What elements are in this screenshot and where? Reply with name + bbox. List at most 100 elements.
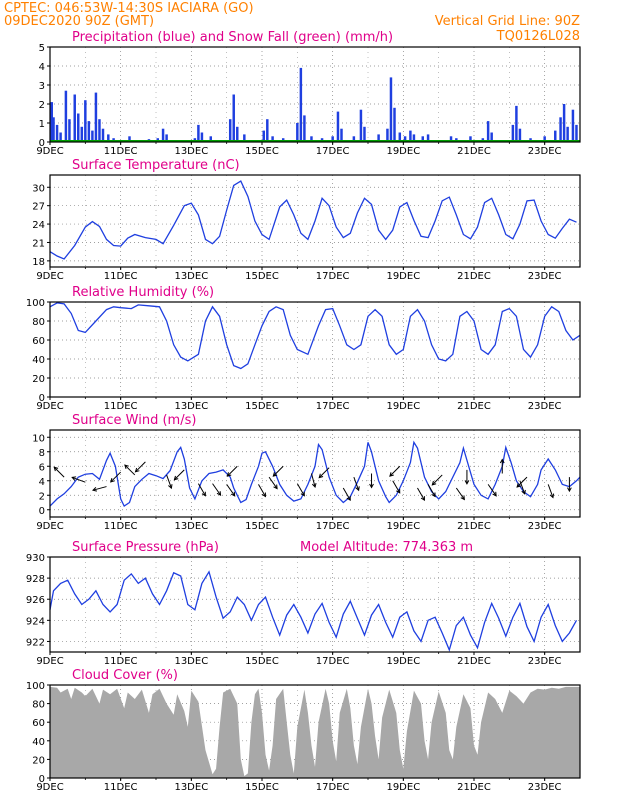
precip-bar	[409, 130, 412, 142]
x-tick-label: 9DEC	[36, 656, 63, 667]
wind-arrow-head	[549, 493, 555, 499]
rh-line	[49, 302, 581, 370]
wind-line	[49, 440, 581, 508]
x-tick-label: 21DEC	[457, 656, 491, 667]
x-tick-label: 9DEC	[36, 271, 63, 282]
wind-arrow-head	[396, 488, 401, 494]
panel-title: Precipitation (blue) and Snow Fall (gree…	[72, 30, 393, 45]
panel-wind	[47, 429, 581, 520]
precip-bar	[340, 128, 343, 142]
precip-bar	[449, 136, 453, 142]
x-tick-label: 19DEC	[386, 401, 420, 412]
x-tick-label: 13DEC	[174, 656, 208, 667]
wind-arrow	[53, 466, 65, 478]
precip-bar	[296, 123, 299, 142]
wind-arrow	[353, 476, 360, 491]
precip-bar	[398, 132, 402, 142]
x-tick-label: 11DEC	[104, 401, 138, 412]
y-tick-label: 24	[32, 220, 45, 231]
precip-bar	[77, 113, 80, 142]
wind-arrow-head	[173, 475, 179, 481]
precip-bar	[84, 100, 87, 142]
y-tick-label: 21	[32, 238, 45, 249]
y-tick-label: 40	[32, 737, 45, 748]
wind-arrow	[258, 484, 266, 497]
precip-bar	[377, 134, 380, 142]
wind-arrow-head	[318, 473, 324, 479]
wind-arrow-head	[300, 491, 305, 497]
x-tick-label: 17DEC	[316, 271, 350, 282]
precip-bar	[412, 134, 416, 142]
precip-bar	[486, 121, 490, 142]
wind-arrow	[296, 483, 305, 497]
wind-arrow-head	[124, 464, 129, 470]
y-tick-label: 6	[39, 462, 45, 473]
precip-bar	[91, 130, 94, 142]
x-tick-label: 17DEC	[316, 782, 350, 793]
precip-bar	[98, 119, 101, 142]
x-tick-label: 17DEC	[316, 521, 350, 532]
precip-bar	[243, 134, 246, 142]
wind-arrow	[92, 486, 107, 491]
panel-title: Surface Temperature (nC)	[72, 158, 240, 173]
precip-bar	[559, 117, 562, 142]
precip-bar	[59, 132, 62, 142]
precip-bar	[266, 119, 269, 142]
y-tick-label: 4	[39, 477, 45, 488]
precip-bar	[571, 109, 575, 142]
precip-bar	[232, 94, 235, 142]
x-tick-label: 17DEC	[316, 146, 350, 157]
x-tick-label: 11DEC	[104, 271, 138, 282]
wind-arrow-head	[273, 484, 278, 490]
wind-arrow	[342, 487, 351, 501]
x-tick-label: 15DEC	[245, 782, 279, 793]
y-tick-label: 27	[32, 202, 45, 213]
wind-arrow	[72, 476, 86, 483]
temp-line	[49, 180, 577, 260]
x-tick-label: 21DEC	[457, 271, 491, 282]
precip-bar	[262, 130, 266, 142]
wind-arrow-head	[201, 491, 206, 497]
wind-arrow-head	[516, 483, 522, 488]
precip-bar	[107, 134, 110, 142]
x-tick-label: 11DEC	[104, 146, 138, 157]
wind-arrow-head	[492, 491, 497, 497]
y-tick-label: 100	[26, 681, 45, 692]
precip-bar	[64, 90, 68, 142]
wind-arrow	[174, 469, 185, 481]
wind-arrow	[431, 474, 443, 486]
y-tick-label: 30	[32, 183, 45, 194]
wind-arrow-head	[431, 492, 436, 498]
precip-bar	[236, 126, 239, 142]
y-tick-label: 60	[32, 718, 45, 729]
precip-bar	[336, 111, 340, 142]
x-tick-label: 11DEC	[104, 521, 138, 532]
precip-bar	[87, 121, 91, 142]
wind-arrow	[427, 484, 436, 497]
y-tick-label: 2	[39, 100, 45, 111]
wind-arrow-head	[355, 486, 360, 492]
wind-arrow	[135, 461, 146, 473]
wind-arrow	[197, 483, 206, 497]
precip-bar	[490, 132, 493, 142]
x-tick-label: 21DEC	[457, 401, 491, 412]
wind-arrow-head	[431, 480, 437, 486]
precip-bar	[165, 134, 168, 142]
precip-bar	[55, 124, 59, 142]
x-tick-label: 17DEC	[316, 656, 350, 667]
vertical-grid-line-label: Vertical Grid Line: 90Z	[435, 14, 580, 29]
x-tick-label: 19DEC	[386, 782, 420, 793]
x-tick-label: 23DEC	[528, 271, 562, 282]
panel-precip	[47, 46, 581, 145]
precip-bar	[101, 128, 105, 142]
y-tick-label: 924	[26, 616, 45, 627]
precip-bar	[566, 126, 569, 142]
x-tick-label: 23DEC	[528, 656, 562, 667]
precip-bar	[421, 136, 425, 142]
y-tick-label: 0	[39, 393, 45, 404]
x-tick-label: 19DEC	[386, 656, 420, 667]
wind-arrow	[110, 471, 122, 483]
precip-bar	[469, 136, 472, 142]
precip-bar	[352, 136, 356, 142]
y-tick-label: 20	[32, 374, 45, 385]
